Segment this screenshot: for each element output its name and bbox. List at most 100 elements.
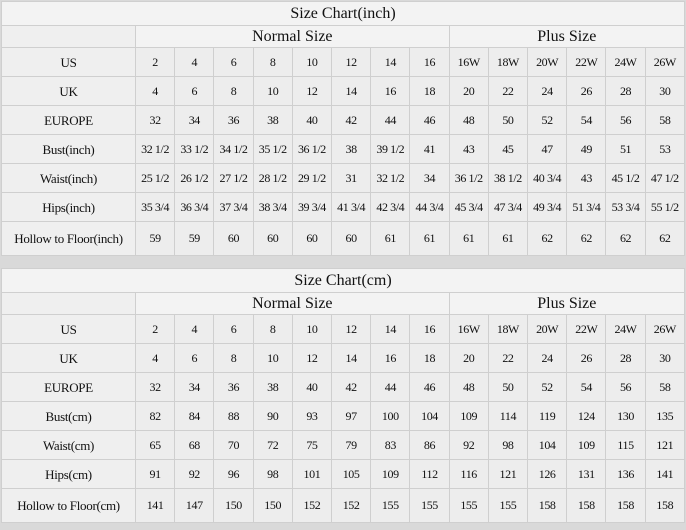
row-label: Hips(inch)	[1, 192, 136, 222]
table-cell: 10	[291, 314, 333, 344]
table-cell: 36 1/2	[448, 163, 489, 193]
table-row: Hips(inch) 35 3/4 36 3/4 37 3/4 38 3/4 39 3/4…	[1, 192, 686, 222]
table-cell: 16W	[448, 47, 489, 77]
title-row: Size Chart(inch)	[1, 1, 685, 26]
table-cell: 12	[331, 47, 372, 77]
table-cell: 50	[487, 372, 529, 402]
table-cell: 65	[134, 430, 176, 460]
table-cell: 40 3/4	[527, 163, 568, 193]
table-cell: 40	[291, 105, 333, 135]
table-cell: 32 1/2	[134, 134, 176, 164]
table-cell: 45 3/4	[448, 192, 489, 222]
table-cell: 121	[487, 459, 529, 489]
table-cell: 158	[605, 488, 646, 523]
table-row: US 2 4 6 8 10 12 14 16 16W 18W 20W 22W 24W 26W	[1, 314, 686, 344]
table-cell: 39 3/4	[291, 192, 333, 222]
size-chart-cm: Size Chart(cm) Normal Size Plus Size US 2 4 6 8…	[1, 268, 686, 523]
table-cell: 10	[252, 343, 293, 373]
table-cell: 34	[409, 163, 450, 193]
table-cell: 141	[644, 459, 686, 489]
table-cell: 47 3/4	[487, 192, 529, 222]
table-cell: 32 1/2	[370, 163, 411, 193]
table-cell: 61	[448, 221, 489, 256]
table-cell: 34 1/2	[213, 134, 254, 164]
table-cell: 4	[174, 47, 215, 77]
table-cell: 130	[605, 401, 646, 431]
table-cell: 47	[527, 134, 568, 164]
table-cell: 60	[291, 221, 333, 256]
table-cell: 24	[527, 76, 568, 106]
table-cell: 60	[213, 221, 254, 256]
row-label: Waist(cm)	[1, 430, 136, 460]
table-cell: 32	[134, 372, 176, 402]
row-label: EUROPE	[1, 105, 136, 135]
table-cell: 12	[291, 76, 333, 106]
table-cell: 20W	[527, 47, 568, 77]
table-cell: 152	[291, 488, 333, 523]
row-label: US	[1, 314, 136, 344]
row-label: EUROPE	[1, 372, 136, 402]
table-cell: 43	[448, 134, 489, 164]
table-row: Hollow to Floor(cm) 141 147 150 150 152 152 155…	[1, 488, 686, 523]
empty-cell	[1, 25, 136, 48]
table-cell: 28	[605, 343, 646, 373]
table-cell: 47 1/2	[644, 163, 686, 193]
row-label: UK	[1, 343, 136, 373]
chart-title: Size Chart(inch)	[1, 1, 685, 26]
table-cell: 109	[370, 459, 411, 489]
table-cell: 22W	[566, 314, 607, 344]
table-cell: 43	[566, 163, 607, 193]
table-cell: 96	[213, 459, 254, 489]
table-cell: 83	[370, 430, 411, 460]
table-cell: 35 1/2	[252, 134, 293, 164]
table-cell: 27 1/2	[213, 163, 254, 193]
group-row: Normal Size Plus Size	[1, 25, 686, 48]
table-cell: 14	[331, 343, 372, 373]
table-cell: 6	[174, 76, 215, 106]
table-cell: 119	[527, 401, 568, 431]
table-cell: 59	[134, 221, 176, 256]
table-cell: 105	[331, 459, 372, 489]
table-cell: 152	[331, 488, 372, 523]
table-cell: 38 1/2	[487, 163, 529, 193]
table-cell: 46	[409, 105, 450, 135]
table-cell: 97	[331, 401, 372, 431]
table-cell: 155	[448, 488, 489, 523]
table-cell: 22	[487, 343, 529, 373]
row-label: Bust(inch)	[1, 134, 136, 164]
table-cell: 22W	[566, 47, 607, 77]
table-cell: 41 3/4	[331, 192, 372, 222]
table-cell: 155	[370, 488, 411, 523]
table-cell: 109	[448, 401, 489, 431]
table-cell: 82	[134, 401, 176, 431]
table-cell: 150	[252, 488, 293, 523]
table-cell: 29 1/2	[291, 163, 333, 193]
table-cell: 44	[370, 105, 411, 135]
table-cell: 28	[605, 76, 646, 106]
table-cell: 90	[252, 401, 293, 431]
table-cell: 18	[409, 76, 450, 106]
table-cell: 60	[331, 221, 372, 256]
table-row: Waist(cm) 65 68 70 72 75 79 83 86 92 98 104 109 115 12…	[1, 430, 686, 460]
table-cell: 20	[448, 76, 489, 106]
table-cell: 44	[370, 372, 411, 402]
table-cell: 100	[370, 401, 411, 431]
group-row: Normal Size Plus Size	[1, 292, 686, 315]
table-cell: 150	[213, 488, 254, 523]
table-cell: 51 3/4	[566, 192, 607, 222]
table-cell: 60	[252, 221, 293, 256]
table-cell: 36 3/4	[174, 192, 215, 222]
group-plus-size: Plus Size	[448, 25, 686, 48]
table-cell: 38	[331, 134, 372, 164]
row-label: Bust(cm)	[1, 401, 136, 431]
table-cell: 62	[605, 221, 646, 256]
table-cell: 109	[566, 430, 607, 460]
table-cell: 26	[566, 343, 607, 373]
table-cell: 4	[134, 343, 176, 373]
table-cell: 16W	[448, 314, 489, 344]
table-cell: 104	[409, 401, 450, 431]
table-cell: 16	[370, 76, 411, 106]
table-cell: 20W	[527, 314, 568, 344]
table-cell: 24W	[605, 47, 646, 77]
group-plus-size: Plus Size	[448, 292, 686, 315]
